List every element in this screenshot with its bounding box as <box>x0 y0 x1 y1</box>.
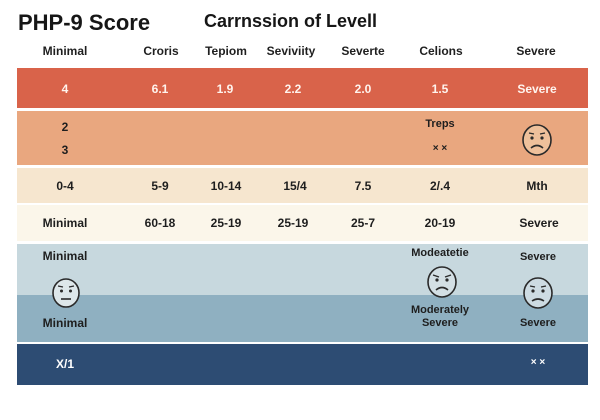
table-cell: Severe <box>519 317 557 329</box>
table-cell: 2 <box>61 120 69 134</box>
column-header: Celions <box>419 44 463 58</box>
table-cell: 6.1 <box>151 82 169 96</box>
column-header: Seviviity <box>266 44 316 58</box>
table-row: 4 6.1 1.9 2.2 2.0 1.5 Severe <box>17 68 588 108</box>
table-cell: Minimal <box>42 316 88 330</box>
table-row: Minimal Moderately Severe Severe <box>17 295 588 342</box>
table-cell: 25-19 <box>277 216 309 230</box>
table-cell: 25-19 <box>210 216 242 230</box>
table-cell: Severe <box>519 216 559 230</box>
table-cell: 1.5 <box>431 82 449 96</box>
sad-face-icon <box>522 276 554 310</box>
table-cell: 5-9 <box>151 179 169 193</box>
frown-face-icon <box>426 265 458 299</box>
table-cell: × × <box>432 143 448 154</box>
table-cell: Treps <box>425 118 455 130</box>
table-row: Minimal 60-18 25-19 25-19 25-7 20-19 Sev… <box>17 205 588 241</box>
table-row: 2 3 Treps × × <box>17 111 588 165</box>
table-cell: 60-18 <box>144 216 176 230</box>
table-cell: 1.9 <box>216 82 234 96</box>
column-header: Tepiom <box>205 44 247 58</box>
table-cell: X/1 <box>55 357 75 371</box>
column-header-row: Minimal Croris Tepiom Seviviity Severte … <box>18 44 588 62</box>
table-cell: 25-7 <box>350 216 376 230</box>
page-subtitle: Carrnssion of Levell <box>204 11 378 31</box>
table-cell: 2/.4 <box>429 179 451 193</box>
table-cell: 2.0 <box>354 82 372 96</box>
table-row: Minimal Modeatetie Severe <box>17 244 588 295</box>
table-cell: 15/4 <box>283 179 307 193</box>
table-cell: 7.5 <box>354 179 372 193</box>
sad-face-icon <box>521 123 553 157</box>
table-cell: Minimal <box>42 216 88 230</box>
column-header: Severte <box>341 44 385 58</box>
column-header: Croris <box>143 44 179 58</box>
column-header: Severe <box>516 44 556 58</box>
table-cell: 2.2 <box>284 82 302 96</box>
table-cell: 3 <box>61 143 69 157</box>
table-row: X/1 × × <box>17 344 588 385</box>
table-cell: Moderately Severe <box>410 304 470 329</box>
page-title: PHP-9 Score <box>18 10 151 35</box>
table-cell: 0-4 <box>56 179 74 193</box>
table-row: 0-4 5-9 10-14 15/4 7.5 2/.4 Mth <box>17 168 588 203</box>
table-cell: 20-19 <box>424 216 456 230</box>
table-cell: Severe <box>517 82 557 96</box>
table-cell: Minimal <box>42 249 88 263</box>
table-cell: 10-14 <box>210 179 242 193</box>
neutral-face-icon <box>51 277 81 309</box>
table-cell: Modeatetie <box>411 247 469 259</box>
table-cell: Severe <box>519 251 557 263</box>
table-cell: × × <box>530 357 546 368</box>
table-cell: 4 <box>61 82 69 96</box>
score-table: 4 6.1 1.9 2.2 2.0 1.5 Severe 2 3 Treps ×… <box>17 68 588 385</box>
column-header: Minimal <box>42 44 88 58</box>
table-cell: Mth <box>526 179 548 193</box>
